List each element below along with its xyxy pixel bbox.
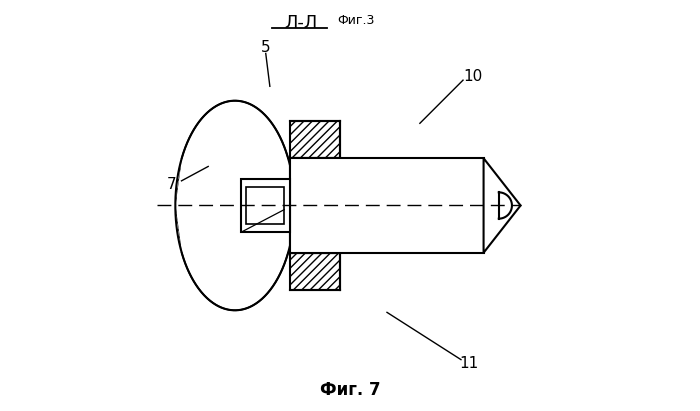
Polygon shape [484, 158, 521, 253]
Text: Фиг. 7: Фиг. 7 [320, 381, 380, 399]
Text: Л-Л: Л-Л [284, 14, 317, 32]
Polygon shape [290, 158, 484, 253]
Text: 5: 5 [261, 40, 271, 55]
Text: Фиг.3: Фиг.3 [337, 14, 375, 28]
Text: 10: 10 [463, 69, 483, 83]
Polygon shape [290, 121, 340, 158]
Polygon shape [175, 206, 290, 310]
Polygon shape [290, 253, 340, 290]
Polygon shape [246, 187, 284, 224]
Polygon shape [182, 101, 288, 310]
Text: 11: 11 [460, 356, 479, 371]
Polygon shape [175, 101, 290, 206]
Polygon shape [241, 179, 290, 232]
Polygon shape [241, 179, 290, 232]
Text: 7: 7 [167, 178, 176, 192]
